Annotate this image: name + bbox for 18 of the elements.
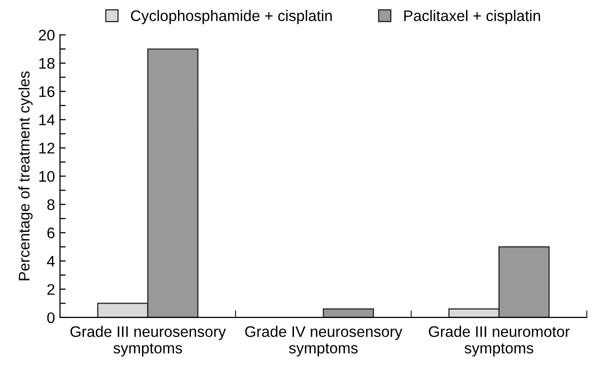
y-axis-title: Percentage of treatment cycles: [18, 71, 33, 280]
legend-label: Paclitaxel + cisplatin: [404, 10, 540, 24]
y-tick-label: 18: [39, 58, 54, 69]
legend-label: Cyclophosphamide + cisplatin: [131, 10, 332, 24]
y-tick-label: 4: [46, 256, 55, 266]
y-tick-label: 20: [38, 30, 55, 41]
y-tick-label: 8: [47, 199, 54, 210]
y-tick-label: 12: [39, 142, 54, 154]
x-tick-label: Grade IV neurosensory symptoms: [245, 326, 402, 356]
y-tick-label: 0: [47, 312, 55, 324]
y-tick-label: 16: [39, 86, 54, 98]
y-tick-label: 10: [39, 171, 55, 182]
y-tick-label: 2: [47, 284, 54, 295]
bar: [322, 308, 374, 318]
x-tick-label: Grade III neuromotor symptoms: [428, 326, 570, 356]
x-tick-label: Grade III neurosensory symptoms: [70, 326, 226, 356]
y-tick-label: 6: [47, 228, 54, 238]
y-tick-label: 14: [39, 114, 55, 126]
